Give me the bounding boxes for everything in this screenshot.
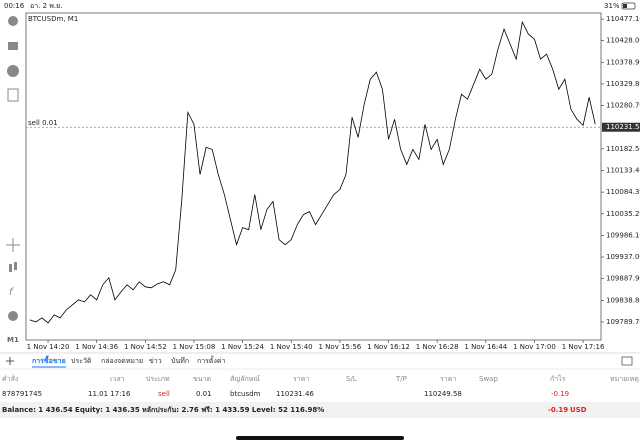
x-tick-label: 1 Nov 15:08 <box>173 343 216 351</box>
x-tick-label: 1 Nov 14:36 <box>75 343 118 351</box>
y-tick-label: 110133.40 <box>606 166 640 174</box>
y-tick-label: 110182.50 <box>606 145 640 153</box>
icon-candles-2[interactable] <box>14 262 17 270</box>
icon-objects[interactable] <box>8 311 18 321</box>
status-time: 00:16 <box>4 2 25 10</box>
column-header: กำไร <box>550 374 566 383</box>
x-tick-label: 1 Nov 16:44 <box>464 343 507 351</box>
chart-title: BTCUSDm, M1 <box>28 15 78 23</box>
column-header: หมายเหตุ <box>610 375 639 383</box>
add-icon[interactable] <box>6 357 14 365</box>
summary-currency: USD <box>570 406 587 414</box>
left-toolbar: f <box>6 16 20 321</box>
icon-indicator[interactable]: f <box>9 287 14 298</box>
x-tick-label: 1 Nov 15:56 <box>319 343 362 351</box>
column-header: Swap <box>479 375 498 383</box>
icon-crosshair[interactable] <box>6 238 20 252</box>
home-indicator <box>236 436 404 440</box>
summary-text: Balance: 1 436.54 Equity: 1 436.35 หลักป… <box>2 406 324 414</box>
column-header: คำสั่ง <box>2 374 18 383</box>
tab[interactable]: ข่าว <box>149 357 162 365</box>
column-header: ขนาด <box>193 375 211 383</box>
x-tick-label: 1 Nov 17:16 <box>562 343 605 351</box>
icon-candles[interactable] <box>9 264 12 272</box>
y-tick-label: 109986.10 <box>606 231 640 239</box>
price-line <box>29 20 596 324</box>
x-tick-label: 1 Nov 16:28 <box>416 343 459 351</box>
column-header: T/P <box>395 375 407 383</box>
y-tick-label: 110084.30 <box>606 188 640 196</box>
order-time[interactable]: 11.01 17:16 <box>88 390 131 398</box>
y-tick-label: 110428.00 <box>606 37 640 45</box>
icon-trade[interactable] <box>8 42 18 50</box>
order-id[interactable]: 878791745 <box>2 390 42 398</box>
status-date: อา. 2 พ.ย. <box>30 2 62 10</box>
column-header: S/L <box>346 375 357 383</box>
icon-chat[interactable] <box>7 65 19 77</box>
y-tick-label: 109838.80 <box>606 296 640 304</box>
battery-icon <box>621 2 636 10</box>
x-tick-label: 1 Nov 15:40 <box>270 343 313 351</box>
column-header: สัญลักษณ์ <box>230 375 260 383</box>
tab[interactable]: การตั้งค่า <box>197 354 226 365</box>
column-header: ราคา <box>293 375 309 383</box>
y-tick-label: 109887.90 <box>606 275 640 283</box>
x-tick-label: 1 Nov 14:20 <box>27 343 70 351</box>
battery-fill <box>623 4 627 8</box>
x-tick-label: 1 Nov 16:12 <box>367 343 410 351</box>
column-header: ประเภท <box>146 375 170 383</box>
x-tick-label: 1 Nov 15:24 <box>221 343 264 351</box>
plot-frame <box>25 12 602 341</box>
icon-new[interactable] <box>7 88 19 102</box>
position-label: sell 0.01 <box>28 119 58 127</box>
y-tick-label: 110477.10 <box>606 15 640 23</box>
battery-level: 31% <box>604 2 620 10</box>
y-tick-label: 110378.90 <box>606 58 640 66</box>
order-volume[interactable]: 0.01 <box>196 390 212 398</box>
summary-profit: -0.19 <box>548 406 568 414</box>
summary-bg <box>0 402 640 418</box>
tab[interactable]: ประวัติ <box>71 357 92 365</box>
order-type[interactable]: sell <box>158 390 170 398</box>
y-tick-label: 109937.00 <box>606 253 640 261</box>
y-tick-label: 110035.20 <box>606 210 640 218</box>
column-header: เวลา <box>110 375 125 383</box>
price-tag-label: 110231.58 <box>606 123 640 131</box>
current-price[interactable]: 110249.58 <box>424 390 462 398</box>
order-symbol[interactable]: btcusdm <box>230 390 261 398</box>
order-profit[interactable]: -0.19 <box>551 390 569 398</box>
column-header: ราคา <box>440 375 456 383</box>
y-tick-label: 110280.70 <box>606 102 640 110</box>
open-price[interactable]: 110231.46 <box>276 390 314 398</box>
x-tick-label: 1 Nov 14:52 <box>124 343 167 351</box>
y-tick-label: 110329.80 <box>606 80 640 88</box>
y-tick-label: 109789.70 <box>606 318 640 326</box>
layout-icon[interactable] <box>621 356 633 366</box>
tab[interactable]: กล่องจดหมาย <box>101 357 143 365</box>
tab[interactable]: การซื้อขาย <box>32 354 66 365</box>
timeframe[interactable]: M1 <box>7 336 19 344</box>
price-tag <box>602 122 640 132</box>
tab[interactable]: บันทึก <box>171 356 189 365</box>
x-tick-label: 1 Nov 17:00 <box>513 343 556 351</box>
icon-account[interactable] <box>8 16 18 26</box>
